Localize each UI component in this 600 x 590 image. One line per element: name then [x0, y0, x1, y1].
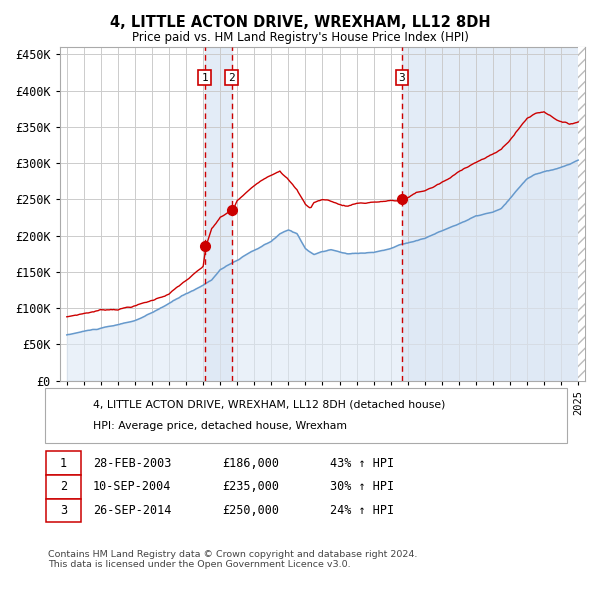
Text: 3: 3: [60, 504, 67, 517]
Text: 4, LITTLE ACTON DRIVE, WREXHAM, LL12 8DH: 4, LITTLE ACTON DRIVE, WREXHAM, LL12 8DH: [110, 15, 490, 30]
Text: 24% ↑ HPI: 24% ↑ HPI: [330, 504, 394, 517]
Text: 2: 2: [228, 73, 235, 83]
Bar: [578, 47, 585, 381]
Point: [83, 423, 91, 430]
Text: 30% ↑ HPI: 30% ↑ HPI: [330, 480, 394, 493]
Bar: [578, 47, 585, 381]
Text: £250,000: £250,000: [222, 504, 279, 517]
Text: 28-FEB-2003: 28-FEB-2003: [93, 457, 172, 470]
Text: £186,000: £186,000: [222, 457, 279, 470]
Text: Contains HM Land Registry data © Crown copyright and database right 2024.
This d: Contains HM Land Registry data © Crown c…: [48, 550, 418, 569]
Text: 1: 1: [60, 457, 67, 470]
Text: 4, LITTLE ACTON DRIVE, WREXHAM, LL12 8DH (detached house): 4, LITTLE ACTON DRIVE, WREXHAM, LL12 8DH…: [93, 399, 445, 409]
Text: 10-SEP-2004: 10-SEP-2004: [93, 480, 172, 493]
Text: HPI: Average price, detached house, Wrexham: HPI: Average price, detached house, Wrex…: [93, 421, 347, 431]
Text: 26-SEP-2014: 26-SEP-2014: [93, 504, 172, 517]
Point: [83, 401, 91, 408]
Point: [53, 423, 61, 430]
Text: 3: 3: [398, 73, 406, 83]
Point: [53, 401, 61, 408]
Text: Price paid vs. HM Land Registry's House Price Index (HPI): Price paid vs. HM Land Registry's House …: [131, 31, 469, 44]
Text: 1: 1: [201, 73, 208, 83]
Bar: [402, 47, 578, 381]
Text: 43% ↑ HPI: 43% ↑ HPI: [330, 457, 394, 470]
Text: £235,000: £235,000: [222, 480, 279, 493]
Bar: [205, 47, 232, 381]
Text: 2: 2: [60, 480, 67, 493]
